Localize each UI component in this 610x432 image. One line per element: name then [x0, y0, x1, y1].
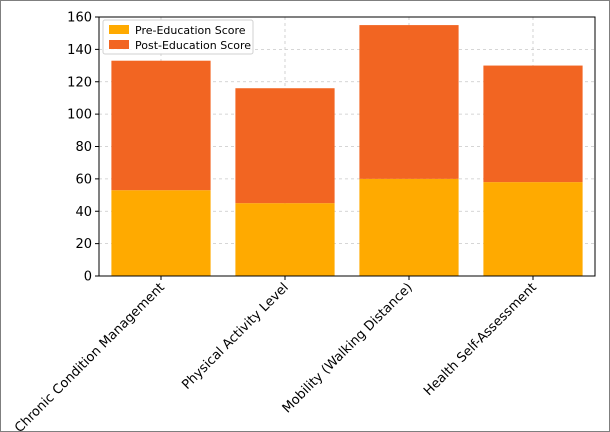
bar-pre-1 [235, 203, 335, 276]
bar-pre-3 [483, 182, 583, 276]
x-tick-label: Chronic Condition Management [12, 280, 168, 431]
legend-swatch [109, 25, 129, 34]
y-tick-label: 20 [75, 237, 92, 252]
legend-label: Post-Education Score [135, 39, 251, 52]
legend-label: Pre-Education Score [135, 24, 246, 37]
y-tick-label: 100 [67, 108, 92, 123]
x-tick-labels: Chronic Condition Management Physical Act… [12, 280, 540, 431]
bars [111, 25, 583, 276]
legend-swatch [109, 40, 129, 49]
bar-post-0 [111, 60, 211, 191]
legend: Pre-Education Score Post-Education Score [102, 19, 254, 55]
bar-post-3 [483, 65, 583, 183]
y-tick-label: 0 [84, 270, 92, 285]
x-tick-label: Physical Activity Level [179, 280, 291, 392]
x-tick-label: Mobility (Walking Distance) [280, 280, 416, 416]
y-tick-label: 160 [67, 11, 92, 26]
y-tick-label: 40 [75, 205, 92, 220]
y-tick-label: 60 [75, 172, 92, 187]
x-tick-label: Health Self-Assessment [421, 280, 540, 399]
bar-post-1 [235, 88, 335, 204]
bar-pre-2 [359, 178, 459, 276]
y-tick-labels: 0 20 40 60 80 100 120 140 160 [67, 11, 92, 285]
axes [95, 16, 596, 280]
y-tick-label: 140 [67, 43, 92, 58]
y-tick-label: 120 [67, 75, 92, 90]
bar-pre-0 [111, 190, 211, 276]
bar-post-2 [359, 25, 459, 179]
legend-box [102, 19, 254, 55]
y-tick-label: 80 [75, 140, 92, 155]
